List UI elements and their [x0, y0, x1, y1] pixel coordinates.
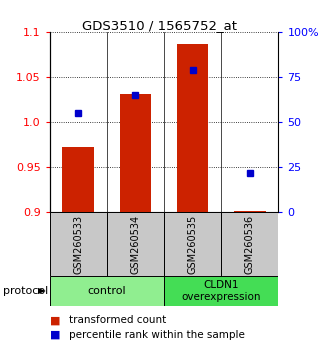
Text: GSM260534: GSM260534	[131, 215, 140, 274]
Bar	[164, 276, 278, 306]
Text: GSM260536: GSM260536	[245, 215, 255, 274]
Bar	[50, 212, 107, 276]
Text: protocol: protocol	[3, 286, 48, 296]
Text: GSM260535: GSM260535	[188, 215, 198, 274]
Bar	[177, 45, 208, 212]
Text: transformed count: transformed count	[69, 315, 166, 325]
Bar	[50, 276, 164, 306]
Text: ■: ■	[50, 315, 60, 325]
Bar	[107, 212, 164, 276]
Bar	[120, 94, 151, 212]
Text: ■: ■	[50, 330, 60, 339]
Bar	[62, 147, 94, 212]
Bar	[234, 211, 266, 212]
Polygon shape	[38, 288, 46, 294]
Bar	[164, 212, 221, 276]
Text: control: control	[87, 286, 126, 296]
Text: GSM260533: GSM260533	[73, 215, 83, 274]
Text: GDS3510 / 1565752_at: GDS3510 / 1565752_at	[83, 19, 237, 33]
Bar	[221, 212, 278, 276]
Text: CLDN1
overexpression: CLDN1 overexpression	[181, 280, 261, 302]
Text: percentile rank within the sample: percentile rank within the sample	[69, 330, 245, 339]
